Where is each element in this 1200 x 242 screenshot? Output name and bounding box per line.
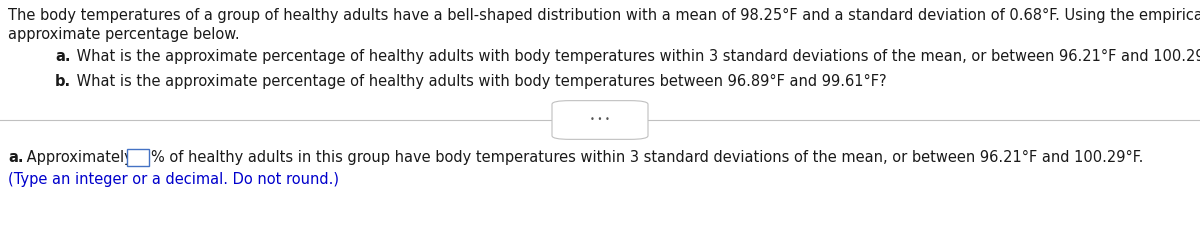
- Text: • • •: • • •: [590, 115, 610, 124]
- Text: b.: b.: [55, 74, 71, 89]
- Text: a.: a.: [55, 49, 71, 64]
- Text: What is the approximate percentage of healthy adults with body temperatures betw: What is the approximate percentage of he…: [72, 74, 887, 89]
- Text: What is the approximate percentage of healthy adults with body temperatures with: What is the approximate percentage of he…: [72, 49, 1200, 64]
- Text: The body temperatures of a group of healthy adults have a bell-shaped distributi: The body temperatures of a group of heal…: [8, 8, 1200, 23]
- Text: (Type an integer or a decimal. Do not round.): (Type an integer or a decimal. Do not ro…: [8, 172, 340, 187]
- Text: Approximately: Approximately: [22, 150, 137, 165]
- Text: a.: a.: [8, 150, 24, 165]
- Text: % of healthy adults in this group have body temperatures within 3 standard devia: % of healthy adults in this group have b…: [151, 150, 1144, 165]
- Text: approximate percentage below.: approximate percentage below.: [8, 27, 240, 42]
